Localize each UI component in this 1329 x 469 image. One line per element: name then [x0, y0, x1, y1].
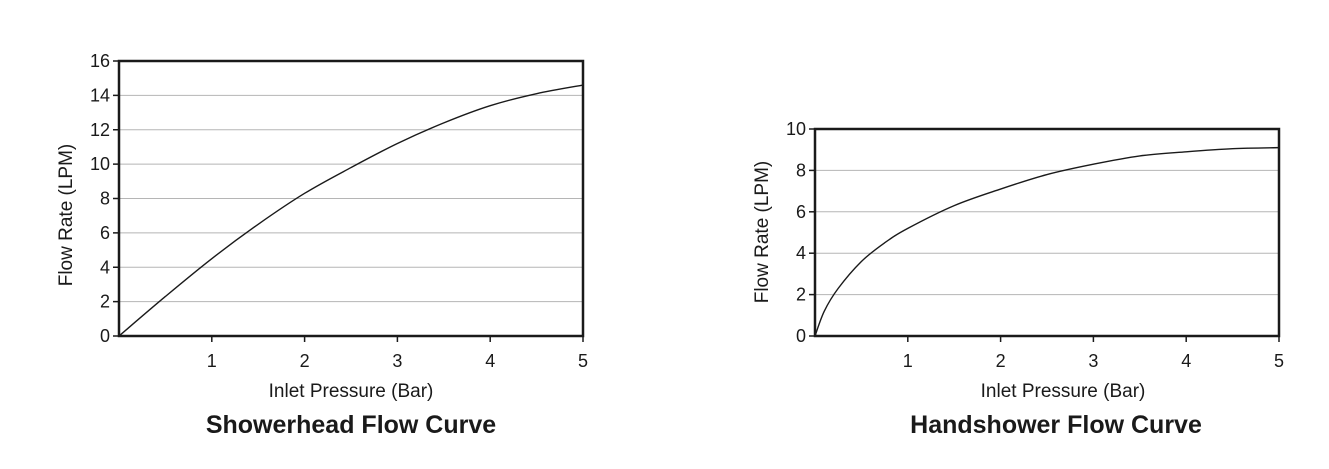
- y-tick-label: 12: [90, 120, 110, 140]
- y-tick-label: 16: [90, 51, 110, 71]
- y-tick-label: 4: [100, 257, 110, 277]
- y-tick-label: 8: [100, 189, 110, 209]
- chart-title: Showerhead Flow Curve: [206, 411, 496, 439]
- y-tick-label: 10: [786, 119, 806, 139]
- plot-frame: [813, 127, 1281, 338]
- y-tick-label: 2: [796, 285, 806, 305]
- x-tick-label: 1: [903, 351, 913, 371]
- y-tick-label: 0: [100, 326, 110, 346]
- flow-curve-line: [118, 84, 584, 337]
- y-axis-label: Flow Rate (LPM): [752, 161, 773, 304]
- x-tick-label: 2: [300, 351, 310, 371]
- x-axis-label: Inlet Pressure (Bar): [981, 381, 1146, 402]
- y-tick-label: 2: [100, 292, 110, 312]
- y-tick-label: 8: [796, 160, 806, 180]
- x-tick-label: 1: [207, 351, 217, 371]
- y-tick-label: 6: [100, 223, 110, 243]
- x-axis-label: Inlet Pressure (Bar): [269, 381, 434, 402]
- showerhead-chart: Showerhead Flow Curve Inlet Pressure (Ba…: [56, 51, 588, 439]
- x-tick-label: 2: [996, 351, 1006, 371]
- y-tick-label: 4: [796, 243, 806, 263]
- plot-frame: [117, 59, 585, 338]
- x-tick-label: 3: [392, 351, 402, 371]
- x-tick-label: 5: [1274, 351, 1284, 371]
- y-axis-label: Flow Rate (LPM): [56, 144, 77, 287]
- handshower-chart: Handshower Flow Curve Inlet Pressure (Ba…: [752, 119, 1284, 439]
- y-tick-label: 6: [796, 202, 806, 222]
- x-tick-label: 5: [578, 351, 588, 371]
- x-tick-label: 3: [1088, 351, 1098, 371]
- x-tick-label: 4: [1181, 351, 1191, 371]
- y-tick-label: 14: [90, 85, 110, 105]
- chart-title: Handshower Flow Curve: [910, 411, 1202, 439]
- x-tick-label: 4: [485, 351, 495, 371]
- y-tick-label: 10: [90, 154, 110, 174]
- flow-curve-line: [814, 146, 1280, 337]
- y-tick-label: 0: [796, 326, 806, 346]
